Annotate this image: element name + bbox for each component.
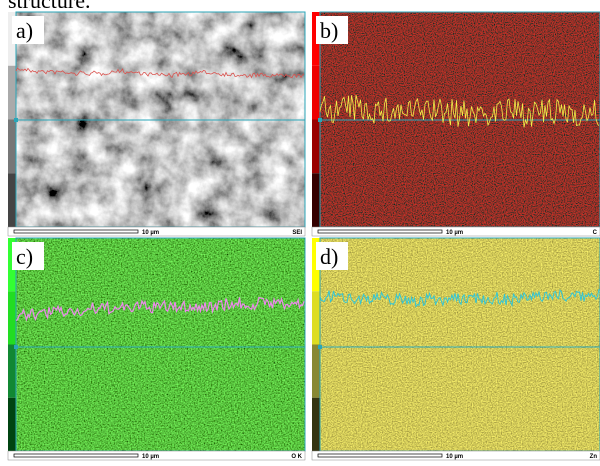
scale-bar	[13, 453, 139, 458]
line-profile	[15, 67, 305, 79]
scale-label: 10 µm	[142, 230, 159, 236]
color-bar	[312, 344, 320, 398]
scan-marker	[14, 345, 18, 349]
color-bar	[8, 173, 16, 227]
signal-label: C	[593, 230, 598, 236]
signal-label: Zn	[590, 454, 598, 460]
color-bar	[312, 397, 320, 451]
line-profile	[319, 289, 600, 308]
color-bar	[8, 291, 16, 345]
line-profile	[15, 296, 305, 322]
panel-label: b)	[320, 18, 338, 43]
label-box	[316, 16, 348, 44]
panel-label: d)	[320, 244, 338, 269]
color-bar	[312, 65, 320, 120]
label-box	[316, 242, 348, 270]
info-strip	[311, 450, 600, 461]
scale-bar	[317, 229, 443, 234]
color-bar	[312, 119, 320, 174]
panel-label: c)	[16, 244, 33, 269]
color-bar	[8, 65, 16, 120]
color-bar	[8, 344, 16, 398]
panel-label: a)	[16, 18, 33, 43]
scale-label: 10 µm	[446, 454, 463, 460]
color-bar	[312, 291, 320, 345]
map-image	[320, 238, 600, 451]
label-box	[12, 16, 44, 44]
signal-label: O K	[291, 454, 302, 460]
scale-label: 10 µm	[446, 230, 463, 236]
scan-marker	[318, 118, 322, 122]
color-bar	[312, 173, 320, 227]
info-strip	[311, 226, 600, 237]
info-strip	[7, 226, 306, 237]
signal-label: SEI	[292, 230, 302, 236]
color-bar	[8, 119, 16, 174]
label-box	[12, 242, 44, 270]
scan-marker	[14, 118, 18, 122]
scan-marker	[318, 345, 322, 349]
info-strip	[7, 450, 306, 461]
scale-bar	[13, 229, 139, 234]
caption-fragment: structure.	[8, 0, 90, 13]
scale-label: 10 µm	[142, 454, 159, 460]
map-image	[16, 238, 305, 451]
color-bar	[8, 397, 16, 451]
line-profile	[319, 94, 600, 128]
scale-bar	[317, 453, 443, 458]
